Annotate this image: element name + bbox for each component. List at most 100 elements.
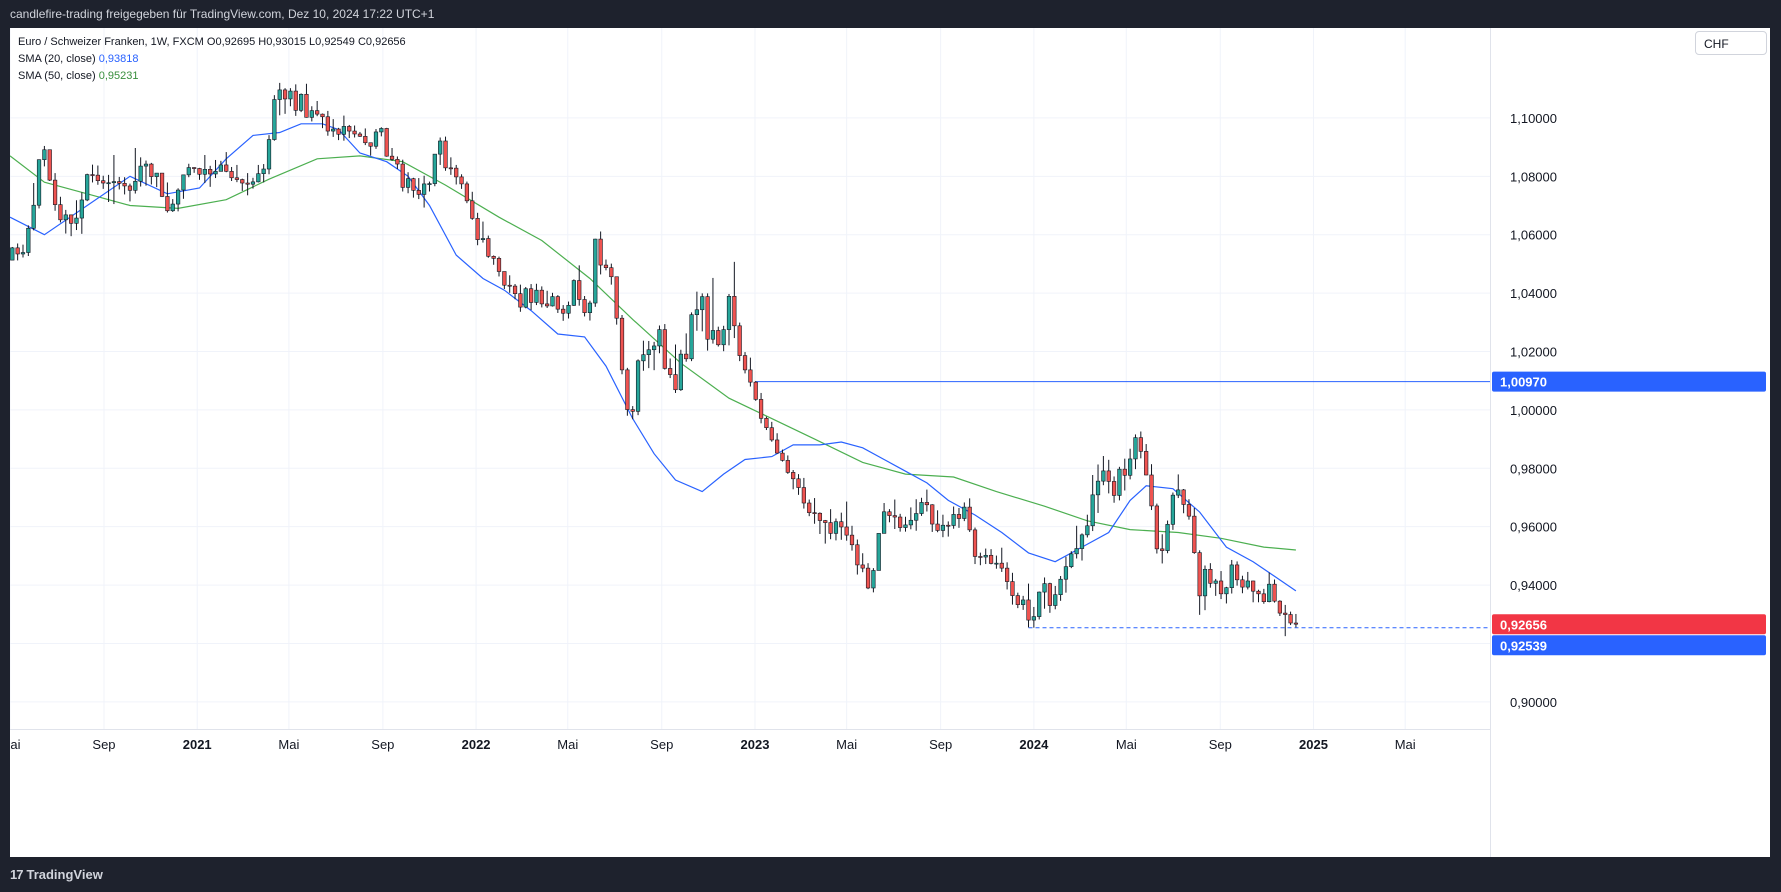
candle [218,160,223,172]
candle [443,136,448,171]
candle [732,261,737,339]
candle-body [860,564,865,569]
candle-body [250,181,256,185]
candle-body [234,177,240,180]
candle [448,157,453,175]
candle [528,284,534,311]
candle-body [1288,614,1293,624]
y-tick-label: 1,08000 [1510,169,1557,184]
candle [1026,583,1031,628]
candle [106,174,111,203]
candle-body [999,562,1004,569]
candle [411,177,416,198]
candle [325,110,330,136]
candle-body [42,149,47,160]
candle-body [582,299,587,313]
candle-body [978,556,983,558]
candle-body [1031,616,1036,621]
candle-body [635,360,641,412]
candle [844,501,849,541]
last-price-label-bg [1492,614,1766,635]
candle-body [106,182,111,185]
candle-body [1165,524,1170,551]
candle [1256,589,1261,603]
candle [566,301,571,319]
candle [705,293,710,351]
candle [855,539,860,575]
candle-body [1170,494,1176,525]
candle [1181,489,1186,514]
candle [662,324,667,370]
candle [20,244,26,258]
candle [438,137,443,165]
candle-body [571,280,576,306]
candle [85,173,90,202]
candle-body [780,452,785,461]
candle [994,555,999,569]
candle-body [74,217,79,224]
candle-body [480,238,486,240]
sma20-legend[interactable]: SMA (20, close) 0,93818 [18,51,406,68]
candle-body [844,526,849,536]
candle [1245,571,1250,590]
candle [726,293,732,346]
candle-body [1069,553,1074,567]
candle [550,292,555,307]
candle [865,563,871,590]
candle [930,504,935,532]
candle-body [213,171,218,175]
candle-body [1224,587,1229,595]
sma20-line [9,123,1297,592]
candle-body [63,214,68,221]
candle [464,181,470,204]
candle [539,286,544,308]
candle-body [229,171,234,179]
x-axis-bg [10,729,1490,857]
x-tick-label: Mai [1395,737,1416,752]
candle [186,163,191,178]
candle-body [1090,494,1095,527]
candle-body [400,163,405,188]
candle-body [545,303,550,307]
tradingview-logo[interactable]: 17 TradingView [10,867,103,882]
symbol-line: Euro / Schweizer Franken, 1W, FXCM O0,92… [18,36,406,48]
candle-body [1063,566,1069,580]
candle [898,513,903,532]
candle-body [919,502,924,514]
candle [1117,466,1122,501]
chart-area[interactable]: Mai Sep 2021 Mai Sep 2022 Mai Sep 2023 Mai Sep 2024… [0,28,1770,857]
candle-body [138,165,143,182]
level-label-top: 1,00970 [1492,371,1766,392]
price-chart[interactable]: Mai Sep 2021 Mai Sep 2022 Mai Sep 2023 Mai Sep 2024… [0,28,1770,857]
sma50-legend[interactable]: SMA (50, close) 0,95231 [18,68,406,85]
candle-body [47,149,52,181]
candle [641,340,646,371]
candle [331,119,336,137]
candle-body [496,258,502,272]
candle [400,159,405,192]
candle-body [764,418,769,428]
candle [1128,448,1133,480]
currency-selector[interactable]: CHF [1695,31,1767,55]
candle-body [1122,468,1127,476]
candle [74,200,79,231]
candle-body [69,214,74,224]
candle [1218,571,1224,600]
candle-body [1138,437,1143,452]
candle-body [566,305,571,314]
y-tick-label: 1,02000 [1510,344,1557,359]
candle [1085,514,1090,538]
candle [839,512,844,540]
level-label-top-bg [1492,371,1766,392]
candle [224,152,229,173]
candle [1031,606,1036,628]
candle [491,255,496,265]
candle [1277,600,1282,617]
candle [807,499,812,517]
candle-body [801,487,806,504]
candle [1251,580,1256,603]
candle-body [609,267,614,278]
candle [534,283,539,306]
candle [245,173,250,196]
candle-body [908,519,913,526]
